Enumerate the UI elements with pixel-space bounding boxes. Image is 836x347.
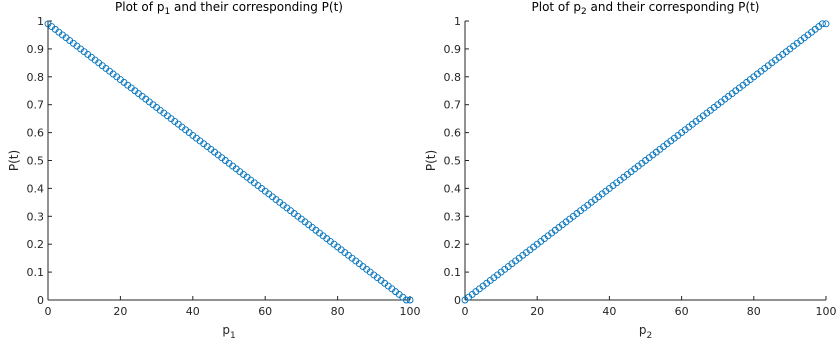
y-tick-label: 0.7	[444, 99, 462, 112]
y-tick-label: 0.5	[27, 155, 45, 168]
x-tick-label: 60	[258, 305, 272, 318]
y-tick-label: 1	[454, 15, 461, 28]
data-point	[818, 20, 826, 28]
chart-title-suffix: and their corresponding P(t)	[170, 0, 343, 14]
x-tick-label: 20	[113, 305, 127, 318]
chart-1: 0 20 40 60 80 100 0 0.1 0.2 0.3 0.4 0.5 0.6 0.7 0.8 0.9…	[7, 0, 421, 341]
y-tick-label: 0.3	[27, 210, 45, 223]
y-tick-label: 0.1	[27, 266, 45, 279]
x-tick-label: 40	[186, 305, 200, 318]
x-axis-label-subscript: 2	[646, 331, 652, 341]
chart-title-suffix: and their corresponding P(t)	[587, 0, 760, 14]
y-tick-label: 0.3	[444, 210, 462, 223]
y-tick-label: 0.2	[444, 238, 462, 251]
y-tick-label: 0.5	[444, 155, 462, 168]
x-axis-label-base: p	[222, 323, 230, 337]
y-tick-label: 0.1	[444, 266, 462, 279]
y-tick-label: 0.7	[27, 99, 45, 112]
data-point	[402, 296, 410, 304]
y-tick-label: 0	[454, 294, 461, 307]
series-1	[44, 20, 414, 304]
y-tick-label: 0	[37, 294, 44, 307]
x-axis-label: p2	[639, 323, 652, 341]
x-tick-label: 0	[462, 305, 469, 318]
x-tick-label: 60	[675, 305, 689, 318]
y-tick-label: 0.2	[27, 238, 45, 251]
y-tick-label: 0.4	[27, 182, 45, 195]
y-axis-label: P(t)	[7, 150, 21, 171]
y-tick-label: 1	[37, 15, 44, 28]
x-tick-label: 100	[400, 305, 421, 318]
y-tick-label: 0.9	[444, 43, 462, 56]
chart-2: 0 20 40 60 80 100 0 0.1 0.2 0.3 0.4 0.5 0.6 0.7 0.8 0.9…	[424, 0, 836, 341]
x-axis-label-base: p	[639, 323, 647, 337]
x-axis-label: p1	[222, 323, 235, 341]
x-axis-label-subscript: 1	[230, 331, 236, 341]
y-axis-label: P(t)	[424, 150, 438, 171]
chart-title-prefix: Plot of p	[532, 0, 581, 14]
x-tick-label: 100	[816, 305, 836, 318]
series-1	[461, 20, 830, 304]
chart-title: Plot of p2 and their corresponding P(t)	[532, 0, 760, 17]
x-tick-label: 20	[530, 305, 544, 318]
data-point	[822, 20, 830, 28]
x-tick-label: 40	[602, 305, 616, 318]
x-tick-label: 80	[331, 305, 345, 318]
x-tick-label: 0	[45, 305, 52, 318]
x-tick-label: 80	[747, 305, 761, 318]
y-tick-label: 0.9	[27, 43, 45, 56]
y-tick-label: 0.8	[27, 71, 45, 84]
y-tick-label: 0.8	[444, 71, 462, 84]
y-tick-label: 0.6	[27, 127, 45, 140]
chart-title-prefix: Plot of p	[115, 0, 164, 14]
y-tick-label: 0.6	[444, 127, 462, 140]
y-tick-label: 0.4	[444, 182, 462, 195]
data-point	[406, 296, 414, 304]
chart-title: Plot of p1 and their corresponding P(t)	[115, 0, 343, 17]
chart-title-subscript: 2	[581, 7, 587, 17]
chart-title-subscript: 1	[164, 7, 170, 17]
